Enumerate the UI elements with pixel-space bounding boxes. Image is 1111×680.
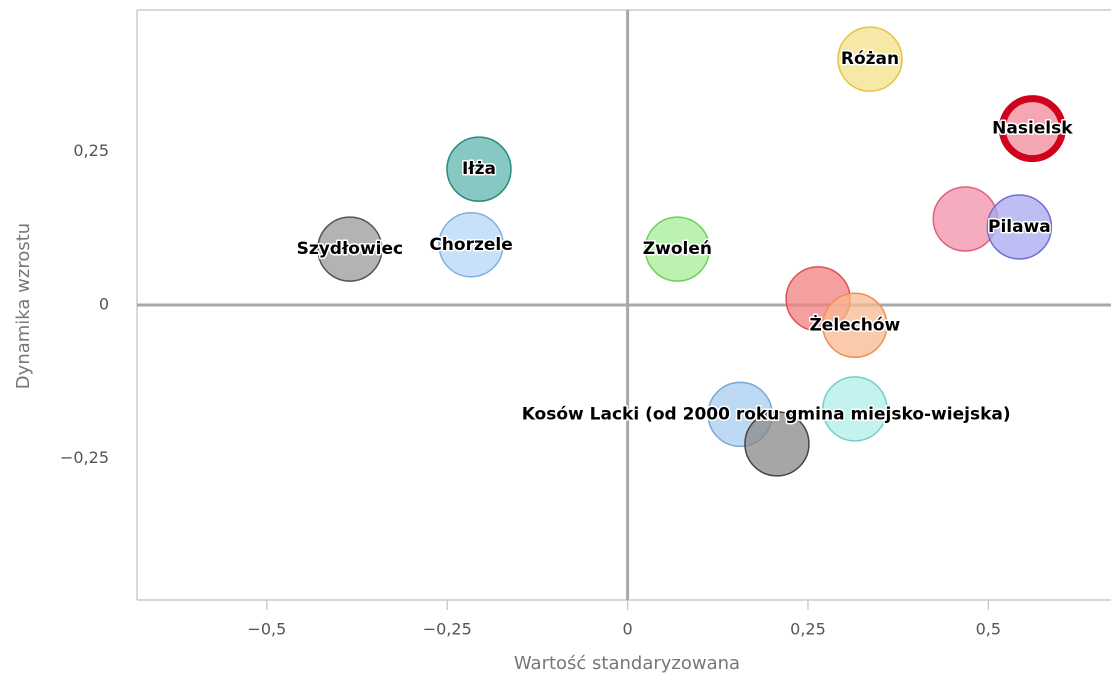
point-label: Chorzele xyxy=(429,235,512,255)
bubble xyxy=(317,216,383,282)
point-label: Pilawa xyxy=(988,217,1051,237)
y-tick-label: 0,25 xyxy=(73,141,109,160)
bubble xyxy=(998,95,1066,163)
y-tick-label: 0 xyxy=(99,295,109,314)
bubble xyxy=(744,411,810,477)
point-label: Żelechów xyxy=(809,313,900,335)
x-tick-label: 0,5 xyxy=(976,620,1001,639)
bubble xyxy=(986,194,1053,260)
x-tick-label: −0,25 xyxy=(423,620,472,639)
y-axis-title: Dynamika wzrostu xyxy=(13,223,34,389)
point-label: Kosów Lacki (od 2000 roku gmina miejsko-… xyxy=(522,404,1011,424)
point-label: Zwoleń xyxy=(643,239,712,259)
bubble xyxy=(644,216,711,282)
bubble xyxy=(837,26,903,92)
bubble xyxy=(822,292,888,359)
point-label: Różan xyxy=(841,49,899,69)
x-tick-label: 0 xyxy=(623,620,633,639)
point-label: Iłża xyxy=(462,159,496,179)
bubble xyxy=(446,136,512,202)
bubble xyxy=(822,376,888,442)
bubble xyxy=(438,212,504,278)
x-tick-label: −0,5 xyxy=(247,620,286,639)
x-tick-label: 0,25 xyxy=(790,620,826,639)
point-label: Nasielsk xyxy=(992,119,1073,139)
point-label: Szydłowiec xyxy=(297,239,404,259)
y-tick-label: −0,25 xyxy=(60,448,109,467)
x-axis-title: Wartość standaryzowana xyxy=(514,653,740,674)
